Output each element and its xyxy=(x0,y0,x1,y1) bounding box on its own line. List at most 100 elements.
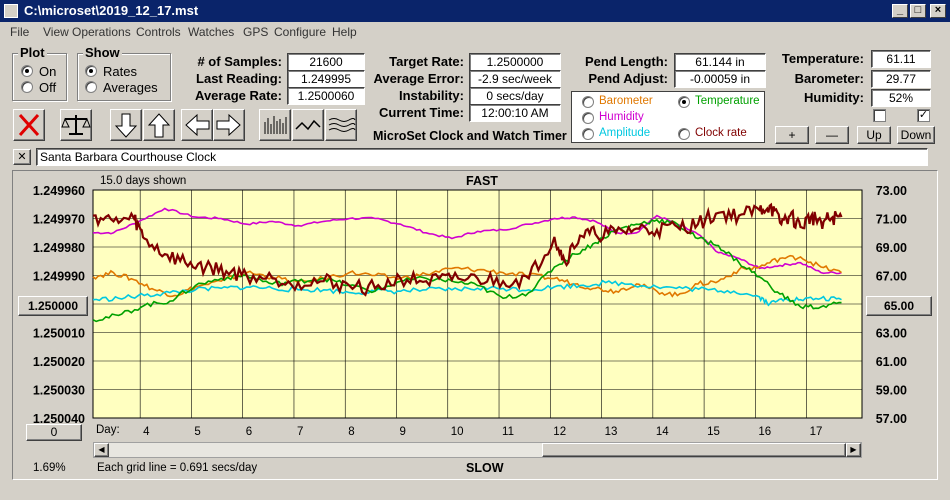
scroll-right-button[interactable]: ▶ xyxy=(846,443,861,457)
plus-button[interactable]: + xyxy=(775,126,809,144)
legend-barometer-label: Barometer xyxy=(599,95,653,107)
grid-lines xyxy=(93,190,862,418)
pend-adjust-label: Pend Adjust: xyxy=(588,71,668,86)
legend-amplitude-radio[interactable] xyxy=(582,128,594,140)
target-rate-label: Target Rate: xyxy=(389,54,464,69)
y-right-tick-label: 59.00 xyxy=(876,384,907,398)
x-tick-label: 13 xyxy=(605,426,618,438)
plot-off-label: Off xyxy=(39,80,57,95)
show-group xyxy=(77,53,171,101)
series-temperature-line xyxy=(92,218,842,323)
y-left-tick-label: 1.249960 xyxy=(33,184,85,198)
x-tick-label: 5 xyxy=(194,426,200,438)
zero-button[interactable]: 0 xyxy=(26,424,82,441)
menu-help[interactable]: Help xyxy=(332,25,357,39)
arrow-left-button[interactable] xyxy=(181,109,213,141)
temperature-value: 61.11 xyxy=(871,50,931,68)
minimize-button[interactable]: _ xyxy=(892,4,908,18)
show-averages-label: Averages xyxy=(103,80,158,95)
menu-file[interactable]: File xyxy=(10,25,30,39)
legend-temperature-label: Temperature xyxy=(695,95,760,107)
x-tick-label: 10 xyxy=(451,426,464,438)
x-tick-label: 8 xyxy=(348,426,354,438)
bars-icon xyxy=(264,116,287,134)
average-rate-label: Average Rate: xyxy=(195,88,282,103)
x-tick-label: 7 xyxy=(297,426,303,438)
menu-view[interactable]: View xyxy=(43,25,69,39)
maximize-button[interactable]: □ xyxy=(910,4,926,18)
menu-configure[interactable]: Configure xyxy=(274,25,327,39)
y-left-tick-label: 1.249980 xyxy=(33,241,85,255)
day-axis-label: Day: xyxy=(96,424,120,436)
plot-off-radio[interactable] xyxy=(21,81,33,93)
x-tick-label: 4 xyxy=(143,426,150,438)
left-center-button[interactable]: 1.250000 xyxy=(18,296,88,316)
y-right-tick-label: 61.00 xyxy=(876,355,907,369)
menu-controls[interactable]: Controls xyxy=(136,25,181,39)
arrow-up-icon xyxy=(147,113,171,138)
samples-value: 21600 xyxy=(287,53,365,71)
y-left-tick-label: 1.249990 xyxy=(33,270,85,284)
x-tick-label: 15 xyxy=(707,426,720,438)
legend-temperature-radio[interactable] xyxy=(678,96,690,108)
balance-button[interactable] xyxy=(60,109,92,141)
x-tick-label: 9 xyxy=(399,426,405,438)
watch-name-field[interactable]: Santa Barbara Courthouse Clock xyxy=(36,148,928,166)
up-button[interactable]: Up xyxy=(857,126,891,144)
instability-value: 0 secs/day xyxy=(469,87,561,105)
humidity-label: Humidity: xyxy=(804,90,864,105)
legend-barometer-radio[interactable] xyxy=(582,96,594,108)
wavy-lines-icon xyxy=(328,118,356,132)
series-amplitude-line xyxy=(92,279,842,307)
arrow-left-icon xyxy=(185,113,210,137)
series-clock_rate-line xyxy=(92,202,843,297)
chart-frame xyxy=(12,170,938,480)
red-x-icon xyxy=(18,113,40,137)
line-view-button[interactable] xyxy=(292,109,324,141)
close-button[interactable]: × xyxy=(930,4,946,18)
menu-gps[interactable]: GPS xyxy=(243,25,269,39)
arrow-right-button[interactable] xyxy=(213,109,245,141)
humidity-value: 52% xyxy=(871,89,931,107)
y-right-tick-label: 67.00 xyxy=(876,270,907,284)
arrow-down-button[interactable] xyxy=(110,109,142,141)
x-tick-label: 16 xyxy=(758,426,771,438)
show-rates-radio[interactable] xyxy=(85,65,97,77)
plot-on-radio[interactable] xyxy=(21,65,33,77)
x-ticks: 4 5 6 7 8 9 10 11 12 13 14 15 16 17 xyxy=(143,426,822,438)
show-averages-radio[interactable] xyxy=(85,81,97,93)
left-checkbox[interactable] xyxy=(873,109,886,122)
window-title: C:\microset\2019_12_17.mst xyxy=(24,3,199,18)
slow-label: SLOW xyxy=(466,461,504,475)
clear-watch-button[interactable]: ✕ xyxy=(13,149,31,165)
barometer-value: 29.77 xyxy=(871,70,931,88)
instability-label: Instability: xyxy=(398,88,464,103)
y-right-tick-label: 57.00 xyxy=(876,412,907,426)
arrow-right-icon xyxy=(216,113,241,137)
x-tick-label: 14 xyxy=(656,426,669,438)
scroll-thumb[interactable] xyxy=(542,443,846,457)
stop-button[interactable] xyxy=(13,109,45,141)
minus-button[interactable]: — xyxy=(815,126,849,144)
x-tick-label: 6 xyxy=(246,426,252,438)
pend-length-value: 61.144 in xyxy=(674,53,766,71)
legend-humidity-label: Humidity xyxy=(599,111,644,123)
samples-label: # of Samples: xyxy=(197,54,282,69)
y-left-tick-label: 1.250040 xyxy=(33,412,85,426)
bars-view-button[interactable] xyxy=(259,109,291,141)
y-left-tick-label: 1.250030 xyxy=(33,384,85,398)
legend-clock-rate-radio[interactable] xyxy=(678,128,690,140)
title-bar: C:\microset\2019_12_17.mst _ □ × xyxy=(0,0,950,22)
multi-line-view-button[interactable] xyxy=(325,109,357,141)
horizontal-scrollbar[interactable]: ◀ ▶ xyxy=(93,442,862,458)
menu-watches[interactable]: Watches xyxy=(188,25,235,39)
pend-adjust-value: -0.00059 in xyxy=(674,70,766,88)
balance-scale-icon xyxy=(61,115,91,135)
arrow-up-button[interactable] xyxy=(143,109,175,141)
down-button[interactable]: Down xyxy=(897,126,935,144)
menu-operations[interactable]: Operations xyxy=(72,25,131,39)
legend-humidity-radio[interactable] xyxy=(582,112,594,124)
right-checkbox[interactable]: ✓ xyxy=(917,109,930,122)
scroll-left-button[interactable]: ◀ xyxy=(94,443,109,457)
right-center-button[interactable]: 65.00 xyxy=(866,296,932,316)
